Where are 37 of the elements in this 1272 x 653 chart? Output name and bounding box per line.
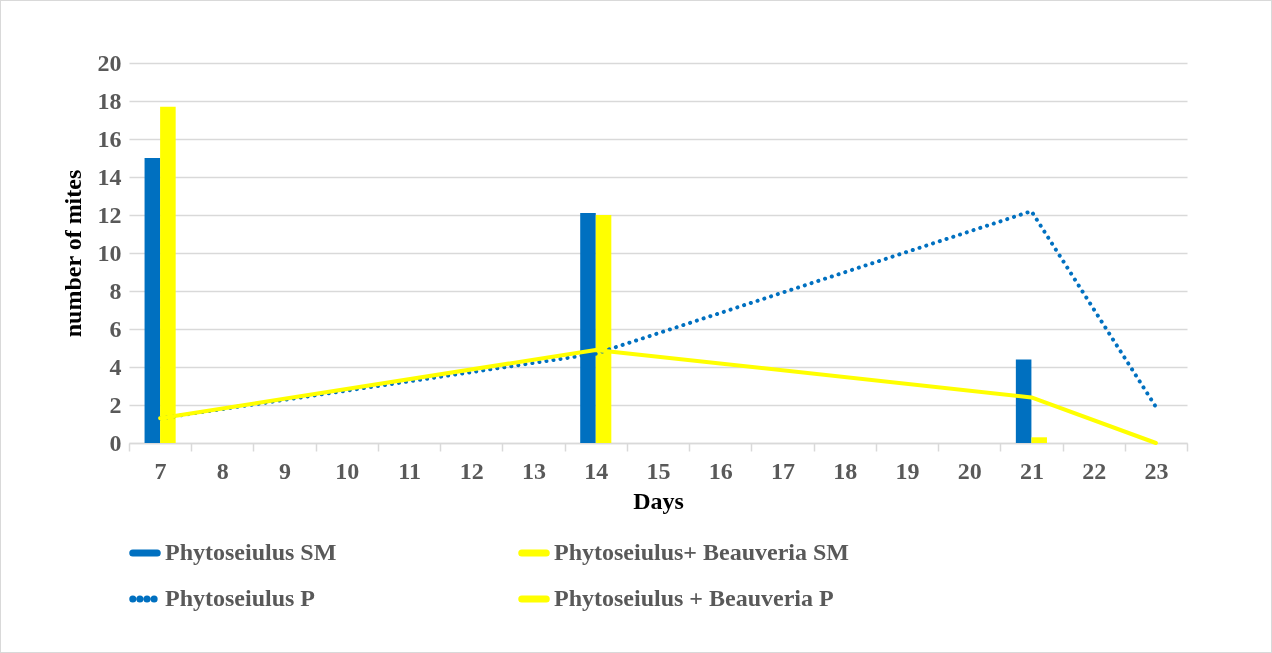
- x-tick-label: 23: [1144, 457, 1169, 484]
- x-tick-label: 15: [646, 457, 671, 484]
- x-tick-label: 13: [522, 457, 547, 484]
- y-tick-label: 0: [109, 429, 122, 456]
- legend-label: Phytoseiulus+ Beauveria SM: [554, 539, 850, 565]
- y-axis-title: number of mites: [59, 169, 86, 338]
- x-tick-label: 22: [1082, 457, 1107, 484]
- x-tick-label: 19: [895, 457, 920, 484]
- x-tick-label: 7: [154, 457, 167, 484]
- x-tick-label: 14: [584, 457, 609, 484]
- y-tick-label: 6: [109, 315, 122, 342]
- x-tick-label: 18: [833, 457, 858, 484]
- y-tick-label: 16: [97, 125, 122, 152]
- y-tick-label: 20: [97, 49, 122, 76]
- bar: [1031, 437, 1047, 443]
- legend-label: Phytoseiulus + Beauveria P: [554, 585, 834, 611]
- legend-label: Phytoseiulus P: [165, 585, 316, 611]
- x-tick-label: 10: [335, 457, 360, 484]
- y-tick-label: 2: [109, 391, 122, 418]
- legend-label: Phytoseiulus SM: [165, 539, 337, 565]
- bar: [1015, 359, 1032, 443]
- y-tick-label: 12: [97, 201, 122, 228]
- y-tick-label: 18: [97, 87, 122, 114]
- x-tick-label: 16: [708, 457, 733, 484]
- y-tick-label: 8: [109, 277, 122, 304]
- x-tick-label: 21: [1019, 457, 1044, 484]
- y-tick-label: 4: [109, 353, 122, 380]
- x-tick-label: 8: [216, 457, 229, 484]
- x-tick-label: 9: [279, 457, 292, 484]
- y-tick-label: 10: [97, 239, 122, 266]
- x-tick-label: 12: [459, 457, 484, 484]
- x-tick-label: 11: [398, 457, 421, 484]
- x-tick-label: 17: [770, 457, 795, 484]
- x-tick-label: 20: [957, 457, 982, 484]
- x-axis-title: Days: [633, 487, 684, 514]
- y-tick-label: 14: [97, 163, 122, 190]
- bar: [144, 158, 161, 443]
